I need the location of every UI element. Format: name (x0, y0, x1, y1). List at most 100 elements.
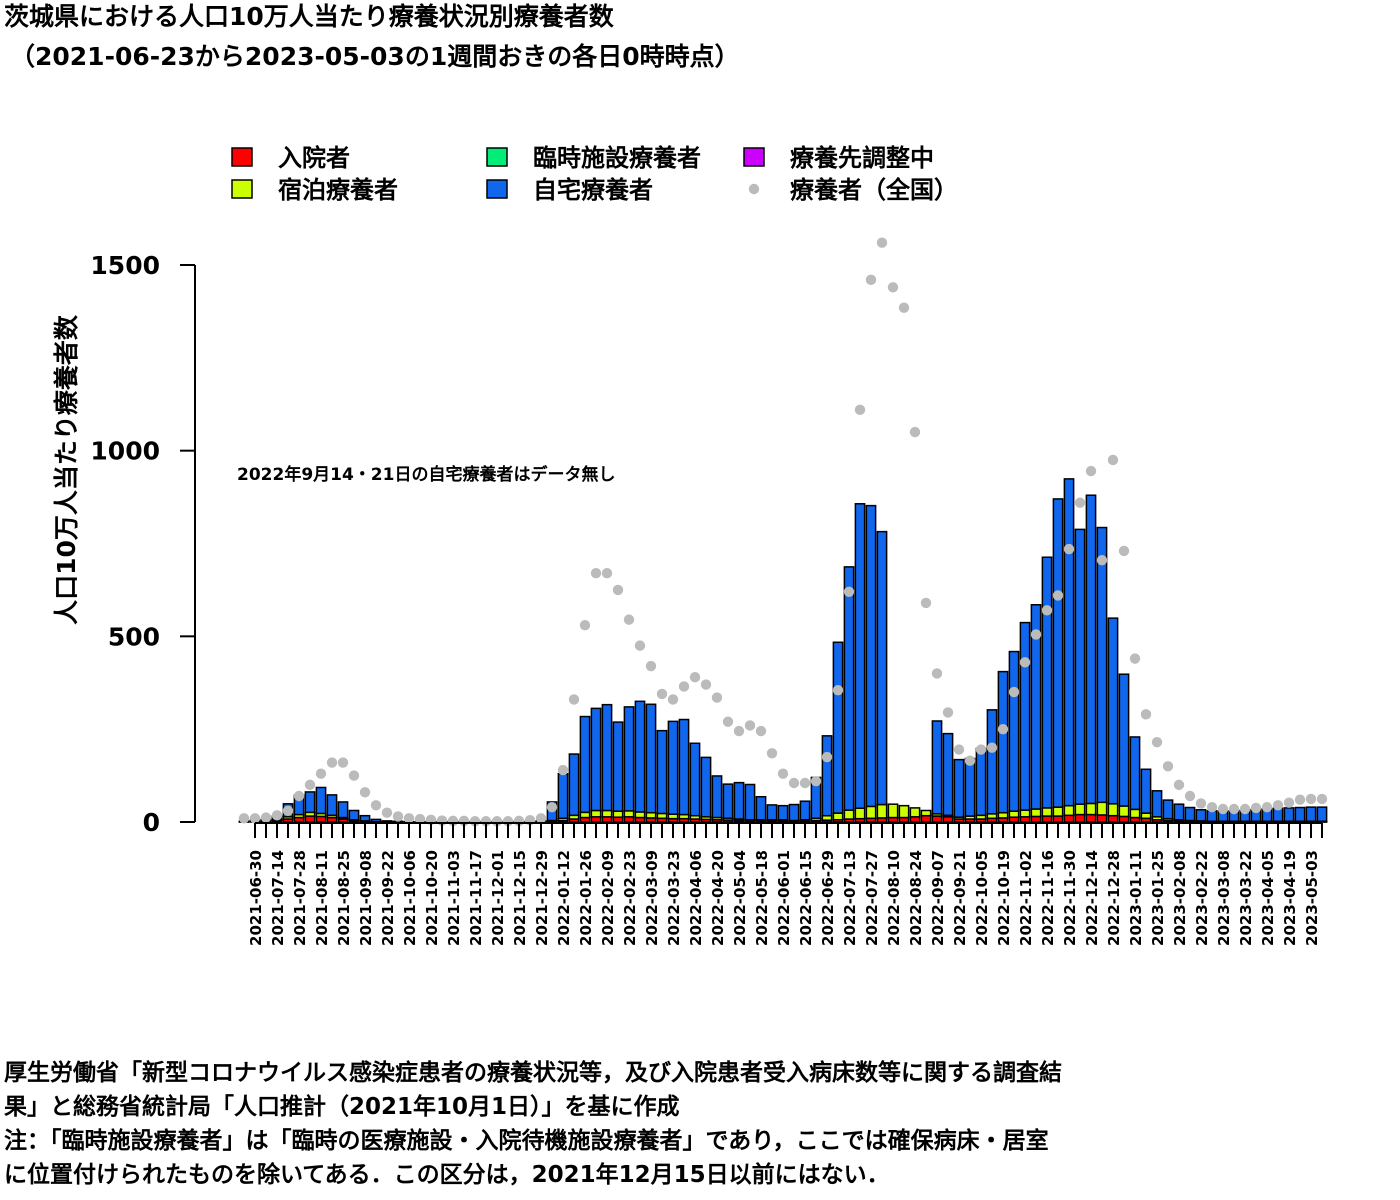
x-tick-label: 2022-06-15 (797, 850, 815, 946)
x-tick-label: 2021-10-20 (423, 850, 441, 946)
bar-home (1140, 768, 1152, 814)
bar-home (1316, 806, 1328, 823)
bar-hotel (579, 811, 591, 819)
x-tick-label: 2022-06-29 (819, 850, 837, 946)
x-tick-label: 2023-03-08 (1215, 850, 1233, 946)
bar-hospital (315, 815, 327, 823)
bar-hotel (865, 805, 877, 820)
national-dot (1129, 653, 1141, 664)
x-tick-label: 2022-11-02 (1017, 850, 1035, 946)
bar-home (1184, 806, 1196, 822)
x-tick-label: 2022-08-10 (885, 850, 903, 946)
national-dot (612, 584, 624, 596)
x-tick-label: 2022-05-04 (731, 850, 749, 946)
national-dot (931, 668, 943, 679)
bar-home (315, 786, 327, 815)
national-dot (722, 716, 734, 727)
bar-hotel (898, 804, 910, 819)
national-dot (887, 282, 899, 293)
legend-label-hospital: 入院者 (278, 144, 350, 172)
bar-hospital (1030, 815, 1042, 823)
bar-home (799, 800, 811, 821)
bar-home (1085, 494, 1097, 805)
national-dot (260, 812, 272, 823)
x-tick-label: 2021-07-14 (269, 850, 287, 946)
x-tick-label: 2022-06-01 (775, 850, 793, 946)
bar-hotel (1129, 808, 1141, 819)
x-tick-label: 2022-05-18 (753, 850, 771, 946)
national-dot (777, 768, 789, 779)
national-dot (876, 237, 888, 248)
bar-home (304, 791, 316, 814)
bar-hotel (623, 810, 635, 818)
x-tick-label: 2022-03-23 (665, 850, 683, 946)
national-dot (1228, 803, 1240, 815)
national-dot (403, 813, 415, 824)
y-tick-label: 1500 (90, 251, 160, 280)
legend-swatch-temporary (486, 147, 508, 167)
bar-home (667, 720, 679, 815)
national-dot (1063, 543, 1075, 555)
x-tick-label: 2021-08-25 (335, 850, 353, 946)
bar-hospital (909, 816, 921, 823)
bar-home (370, 818, 382, 823)
national-dot (953, 744, 965, 755)
bar-home (326, 794, 338, 817)
national-dot (249, 813, 261, 824)
national-dot (1206, 801, 1218, 813)
x-tick-label: 2021-12-15 (511, 850, 529, 946)
bar-hotel (1030, 808, 1042, 818)
national-dot (700, 679, 712, 690)
bar-hospital (1085, 813, 1097, 823)
bar-home (876, 530, 888, 806)
x-tick-label: 2022-02-23 (621, 850, 639, 946)
national-dot (1151, 736, 1163, 748)
bar-hospital (304, 815, 316, 823)
national-dot (986, 742, 998, 753)
footer-line-2: 果」と総務省統計局「人口推計（2021年10月1日）」を基に作成 (4, 1094, 680, 1120)
bar-home (997, 670, 1009, 814)
national-dot (744, 720, 756, 731)
bars (238, 478, 1328, 823)
bar-home (1041, 556, 1053, 809)
national-dot (755, 725, 767, 737)
national-dot (1008, 686, 1020, 698)
chart-title-line2: （2021-06-23から2023-05-03の1週間おきの各日0時時点） (10, 42, 740, 71)
bar-home (854, 503, 866, 810)
bar-hotel (887, 803, 899, 819)
legend-label-hotel: 宿泊療養者 (278, 176, 398, 204)
legend-swatch-national (748, 183, 760, 195)
bar-home (942, 732, 954, 817)
legend-label-adjusting: 療養先調整中 (790, 144, 934, 172)
y-tick-label: 1000 (90, 437, 160, 466)
national-dot (326, 757, 338, 768)
legend-label-national: 療養者（全国） (790, 176, 958, 204)
x-tick-label: 2022-09-07 (929, 850, 947, 946)
bar-home (1063, 478, 1075, 807)
bar-home (1096, 526, 1108, 804)
bar-home (953, 758, 965, 818)
national-dot (711, 692, 723, 703)
x-tick-label: 2022-12-28 (1105, 850, 1123, 946)
bar-hotel (601, 809, 613, 818)
legend-swatch-home (486, 179, 508, 199)
national-dot (271, 810, 283, 821)
bar-hotel (1118, 805, 1130, 818)
bar-home (832, 641, 844, 814)
national-dots (238, 237, 1328, 827)
national-dot (1316, 793, 1328, 805)
national-dot (392, 811, 404, 822)
national-dot (546, 801, 558, 813)
x-tick-label: 2022-09-21 (951, 850, 969, 946)
footer-line-4: に位置付けられたものを除いてある．この区分は，2021年12月15日以前にはない… (4, 1162, 890, 1188)
bar-home (865, 504, 877, 808)
national-dot (656, 688, 668, 700)
bar-home (744, 783, 756, 821)
national-dot (238, 813, 250, 824)
bar-hotel (843, 809, 855, 820)
bar-hotel (909, 807, 921, 818)
national-dot (1118, 545, 1130, 557)
x-tick-label: 2021-09-08 (357, 850, 375, 946)
national-dot (535, 813, 547, 824)
